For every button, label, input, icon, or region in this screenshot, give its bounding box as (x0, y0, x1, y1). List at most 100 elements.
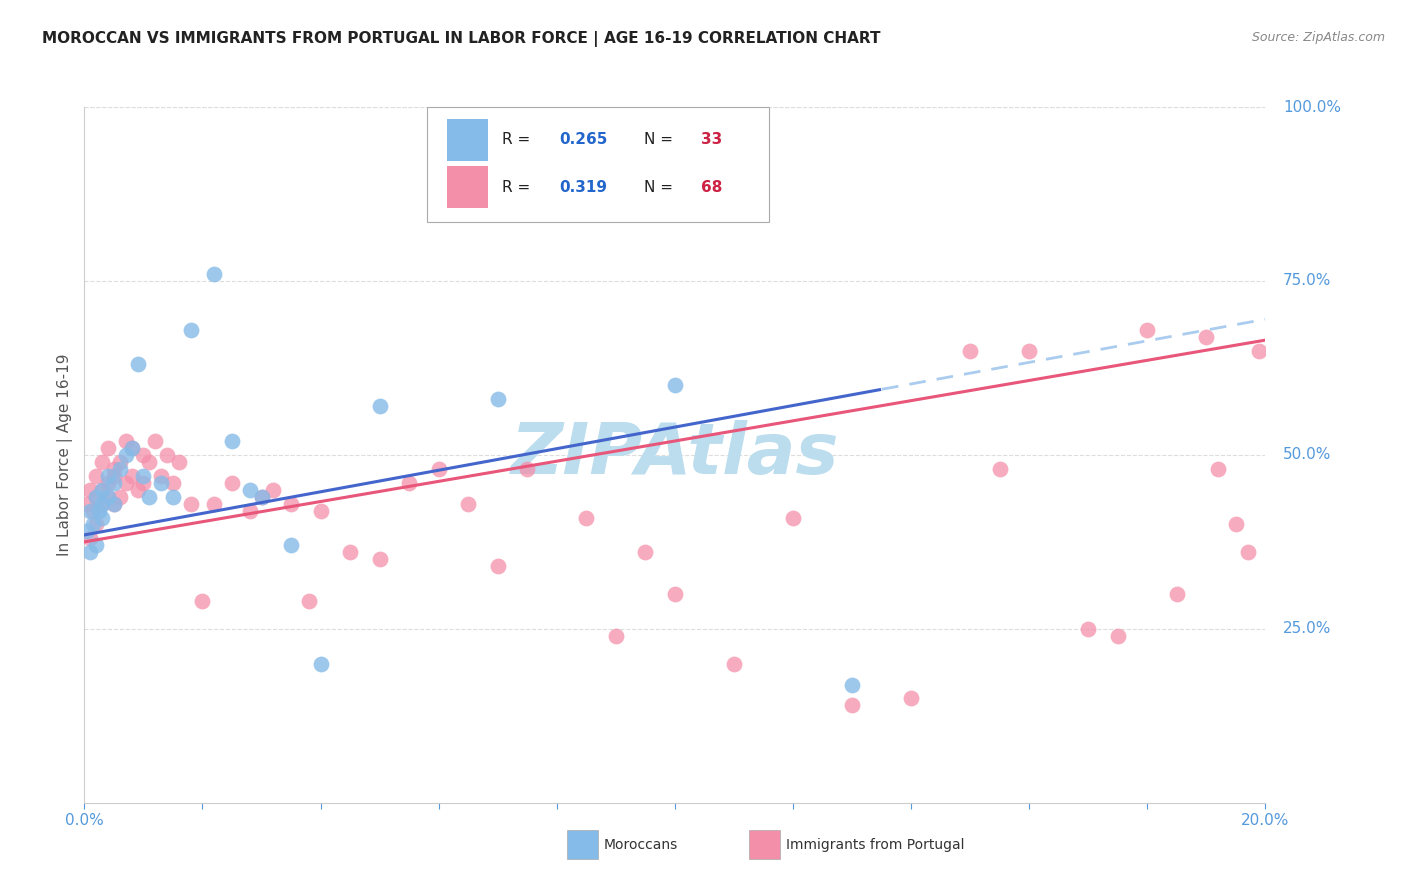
Point (250, 490, 273, 504)
Point (121, 468, 143, 483)
Point (84, 468, 107, 483)
Point (91, 497, 114, 511)
Point (79, 503, 101, 517)
Point (841, 698, 863, 713)
Point (82, 503, 104, 517)
Point (1018, 343, 1040, 358)
Text: 25.0%: 25.0% (1284, 622, 1331, 636)
Point (121, 441, 143, 455)
Point (97, 490, 120, 504)
Point (250, 490, 273, 504)
Point (298, 594, 321, 608)
Point (84, 538, 107, 552)
Point (180, 497, 202, 511)
Point (202, 267, 225, 281)
Point (162, 475, 184, 490)
Point (150, 475, 173, 490)
Point (1236, 545, 1258, 559)
Point (782, 510, 804, 524)
Text: 75.0%: 75.0% (1284, 274, 1331, 288)
Text: N =: N = (644, 179, 678, 194)
Text: 0.265: 0.265 (560, 132, 607, 147)
Point (76, 524, 98, 539)
Point (1077, 622, 1099, 636)
Point (79, 545, 101, 559)
Point (138, 455, 160, 469)
Point (76, 497, 98, 511)
Point (1136, 323, 1159, 337)
Point (138, 490, 160, 504)
Point (191, 594, 214, 608)
Y-axis label: In Labor Force | Age 16-19: In Labor Force | Age 16-19 (58, 353, 73, 557)
Text: MOROCCAN VS IMMIGRANTS FROM PORTUGAL IN LABOR FORCE | AGE 16-19 CORRELATION CHAR: MOROCCAN VS IMMIGRANTS FROM PORTUGAL IN … (42, 31, 880, 47)
Point (167, 455, 190, 469)
Text: N =: N = (644, 132, 678, 147)
Point (339, 545, 361, 559)
Point (91, 510, 114, 524)
Point (262, 483, 284, 497)
Text: Source: ZipAtlas.com: Source: ZipAtlas.com (1251, 31, 1385, 45)
Point (427, 462, 450, 476)
Point (91, 483, 114, 497)
Point (959, 343, 981, 358)
Point (103, 475, 125, 490)
Point (221, 434, 243, 448)
Point (87, 503, 111, 517)
Text: R =: R = (502, 179, 536, 194)
Point (91, 497, 114, 511)
Point (309, 503, 332, 517)
Point (114, 448, 136, 462)
Point (156, 448, 179, 462)
Point (114, 475, 136, 490)
Bar (447, 166, 488, 208)
Point (91, 483, 114, 497)
Point (1206, 462, 1229, 476)
Point (664, 587, 686, 601)
Point (143, 434, 166, 448)
Point (664, 378, 686, 392)
Point (457, 497, 479, 511)
Point (1225, 517, 1247, 532)
Point (84, 490, 107, 504)
Point (1107, 629, 1129, 643)
Point (162, 490, 184, 504)
Point (103, 462, 125, 476)
Point (103, 497, 125, 511)
Point (221, 475, 243, 490)
Point (97, 490, 120, 504)
Point (239, 503, 262, 517)
Point (280, 497, 302, 511)
Point (114, 434, 136, 448)
Text: 100.0%: 100.0% (1284, 100, 1341, 114)
Point (202, 497, 225, 511)
Point (84, 490, 107, 504)
Point (368, 399, 391, 413)
Point (605, 629, 627, 643)
Text: 68: 68 (700, 179, 723, 194)
Point (575, 510, 598, 524)
Point (486, 559, 509, 574)
Point (121, 441, 143, 455)
Point (127, 483, 149, 497)
Point (150, 468, 173, 483)
Point (1195, 329, 1218, 343)
Point (97, 475, 120, 490)
Point (127, 358, 149, 372)
Point (108, 490, 131, 504)
Point (309, 657, 332, 671)
Text: R =: R = (502, 132, 536, 147)
Point (108, 462, 131, 476)
Point (723, 657, 745, 671)
Point (103, 497, 125, 511)
Point (841, 677, 863, 691)
Text: 33: 33 (700, 132, 723, 147)
Point (1249, 343, 1271, 358)
Point (634, 545, 657, 559)
Point (398, 475, 420, 490)
Point (132, 475, 155, 490)
Point (1166, 587, 1188, 601)
Point (91, 455, 114, 469)
Point (97, 441, 120, 455)
Point (368, 552, 391, 566)
Text: ZIPAtlas: ZIPAtlas (510, 420, 839, 490)
